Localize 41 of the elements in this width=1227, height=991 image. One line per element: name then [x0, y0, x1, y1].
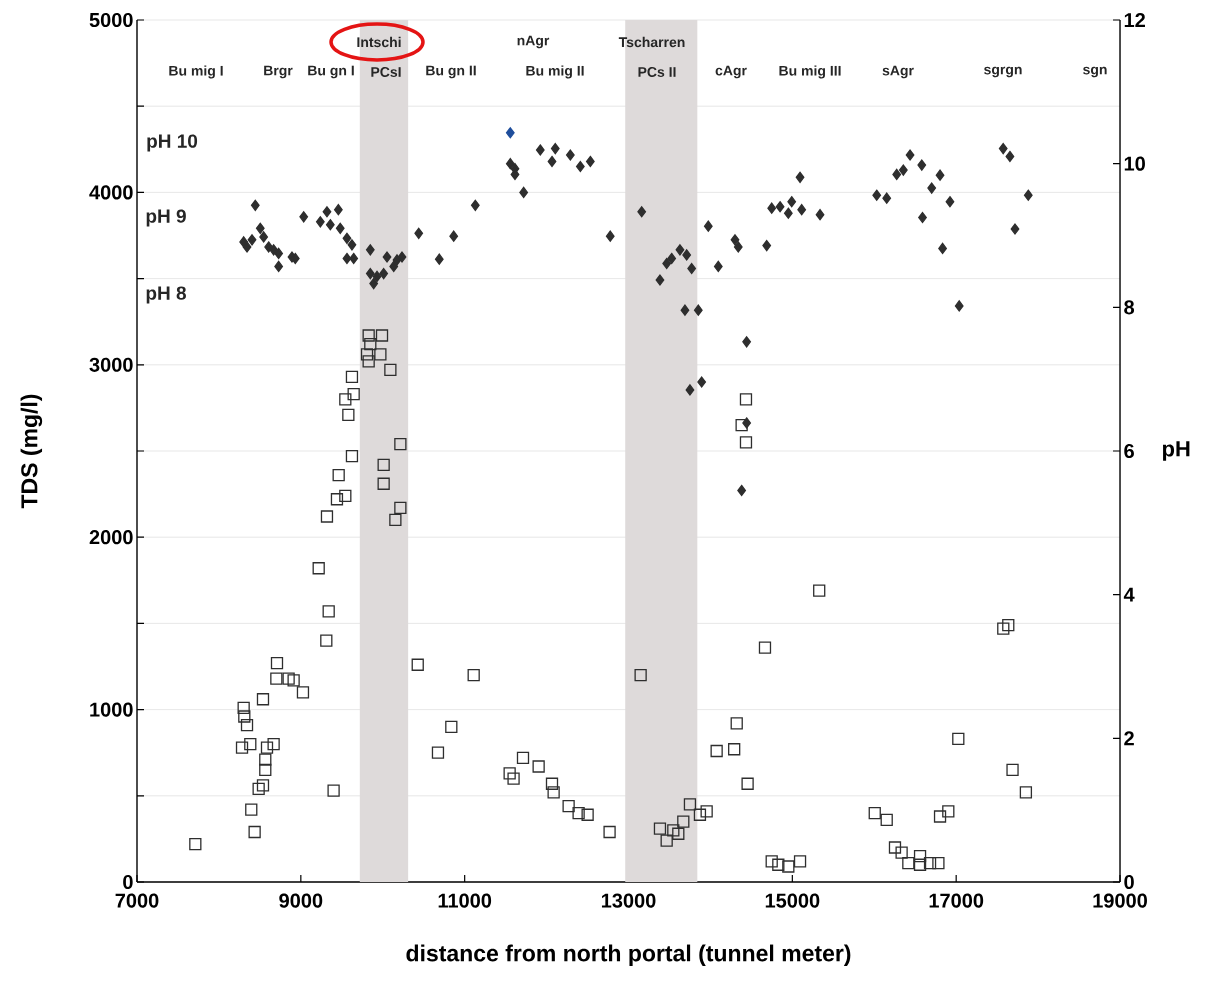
- y2-tick-label: 6: [1124, 443, 1134, 459]
- y2-tick-label: 4: [1123, 587, 1135, 602]
- annotation: sgn: [1083, 66, 1107, 78]
- x-tick-label: 17000: [929, 893, 984, 908]
- annotation: cAgr: [715, 65, 747, 79]
- annotation: sAgr: [882, 65, 914, 79]
- x-tick-label: 7000: [115, 893, 159, 908]
- annotation: Bu gn I: [308, 65, 354, 79]
- y-tick-label: 3000: [89, 357, 133, 372]
- y2-tick-label: 2: [1124, 731, 1134, 746]
- y2-tick-label: 8: [1124, 300, 1135, 315]
- annotation: pH 10: [147, 134, 198, 152]
- x-tick-label: 13000: [601, 893, 656, 908]
- annotation: pH 8: [146, 286, 186, 304]
- annotation: nAgr: [517, 35, 550, 49]
- x-tick-label: 11000: [438, 893, 492, 908]
- annotation: Bu mig II: [526, 65, 584, 79]
- y-tick-label: 2000: [89, 530, 133, 545]
- annotation: Bu mig III: [779, 65, 841, 79]
- x-axis-title: distance from north portal (tunnel meter): [406, 944, 851, 966]
- annotation: Bu gn II: [426, 65, 476, 79]
- y-tick-label: 0: [123, 874, 133, 890]
- x-tick-label: 19000: [1093, 893, 1147, 908]
- y2-axis-title: pH: [1162, 441, 1190, 461]
- annotation: Bu mig I: [169, 65, 223, 79]
- annotation: Intschi: [357, 36, 401, 48]
- x-tick-label: 15000: [765, 893, 820, 908]
- annotation: sgrgn: [984, 66, 1022, 78]
- annotation: PCs II: [638, 67, 676, 77]
- y-tick-label: 4000: [89, 185, 133, 200]
- y-tick-label: 1000: [90, 702, 133, 717]
- annotation: Tscharren: [618, 36, 685, 48]
- y2-tick-label: 10: [1124, 156, 1145, 171]
- y-axis-title: TDS (mg/l): [20, 394, 43, 509]
- annotation: PCsI: [371, 67, 401, 77]
- x-tick-label: 9000: [279, 893, 323, 908]
- annotation: Brgr: [264, 65, 293, 79]
- y2-tick-label: 12: [1124, 13, 1145, 27]
- y-tick-label: 5000: [89, 12, 133, 28]
- annotation: pH 9: [146, 209, 186, 227]
- y2-tick-label: 0: [1124, 874, 1134, 890]
